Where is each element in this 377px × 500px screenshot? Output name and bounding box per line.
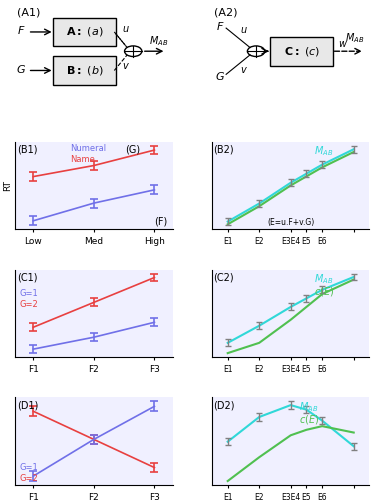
Text: $M_{AB}$: $M_{AB}$	[299, 400, 318, 414]
Text: $v$: $v$	[122, 60, 130, 70]
Text: G=2: G=2	[20, 300, 38, 309]
Text: $F$: $F$	[216, 20, 224, 32]
Text: $c(E)$: $c(E)$	[299, 413, 319, 426]
Text: G=1: G=1	[20, 463, 38, 472]
FancyBboxPatch shape	[53, 18, 116, 46]
Text: (F): (F)	[155, 216, 168, 226]
Text: $\mathbf{B:}$ $(b)$: $\mathbf{B:}$ $(b)$	[66, 64, 103, 77]
Text: $u$: $u$	[122, 24, 130, 34]
Text: (B1): (B1)	[17, 144, 37, 154]
Text: (A1): (A1)	[17, 8, 40, 18]
Text: (C2): (C2)	[213, 272, 234, 282]
Text: $M_{AB}$: $M_{AB}$	[314, 272, 334, 286]
Text: Numeral: Numeral	[70, 144, 106, 154]
Text: $M_{AB}$: $M_{AB}$	[345, 32, 365, 46]
Text: G=1: G=1	[20, 289, 38, 298]
Text: $G$: $G$	[215, 70, 225, 83]
Text: (D1): (D1)	[17, 400, 38, 410]
Text: (B2): (B2)	[213, 144, 234, 154]
Text: $\mathbf{A:}$ $(a)$: $\mathbf{A:}$ $(a)$	[66, 26, 103, 38]
Text: (E=u.F+v.G): (E=u.F+v.G)	[267, 218, 314, 228]
FancyBboxPatch shape	[270, 37, 333, 66]
Text: (C1): (C1)	[17, 272, 37, 282]
Text: $c(E)$: $c(E)$	[314, 286, 334, 298]
Text: (G): (G)	[125, 144, 141, 154]
Y-axis label: RT: RT	[3, 180, 12, 191]
Text: Name: Name	[70, 155, 95, 164]
Text: $G$: $G$	[16, 62, 26, 74]
Text: $F$: $F$	[17, 24, 26, 36]
Text: G=2: G=2	[20, 474, 38, 484]
Text: $M_{AB}$: $M_{AB}$	[314, 144, 334, 158]
Text: $u$: $u$	[239, 25, 247, 35]
FancyBboxPatch shape	[53, 56, 116, 85]
Text: $v$: $v$	[239, 66, 247, 76]
Text: $\mathbf{C:}$ $(c)$: $\mathbf{C:}$ $(c)$	[284, 44, 320, 58]
Text: (D2): (D2)	[213, 400, 235, 410]
Text: $w$: $w$	[338, 38, 348, 48]
Text: $M_{AB}$: $M_{AB}$	[149, 34, 168, 48]
Text: (A2): (A2)	[213, 8, 237, 18]
